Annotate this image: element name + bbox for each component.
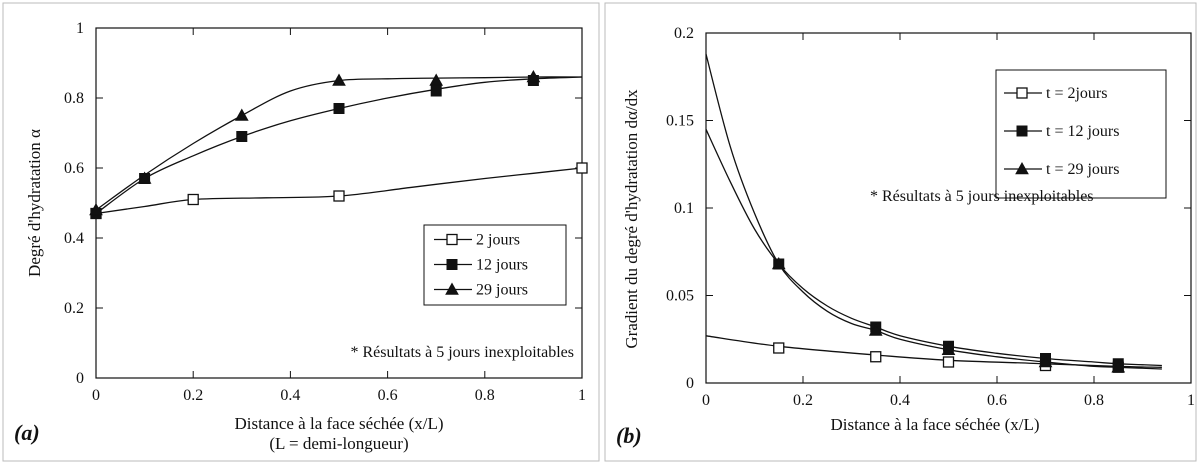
legend-marker	[445, 282, 459, 295]
y-ticks-b: 0 0.05 0.1 0.15 0.2	[666, 25, 1191, 392]
legend-entry: t = 29 jours	[1004, 161, 1119, 178]
x-tick-label: 1	[1187, 392, 1195, 409]
series-b	[705, 53, 1162, 373]
chart-a: 0 0.2 0.4 0.6 0.8 1 0 0.2 0.4 0.6 0.8 1 Distance à…	[14, 20, 588, 453]
legend-label: t = 2jours	[1046, 85, 1107, 102]
legend-entry: t = 2jours	[1004, 85, 1107, 102]
chart-b: 0 0.2 0.4 0.6 0.8 1 0 0.05 0.1 0.15 0.2 Distance …	[616, 25, 1195, 448]
x-tick-label: 0.4	[280, 387, 300, 404]
panel-label-a: (a)	[14, 420, 40, 445]
legend-entry: t = 12 jours	[1004, 123, 1119, 140]
data-point	[234, 108, 249, 121]
legend-a: 2 jours 12 jours 29 jours	[423, 224, 567, 306]
legend-marker	[1015, 161, 1029, 175]
x-tick-label: 0	[92, 387, 100, 404]
x-axis-label-b: Distance à la face séchée (x/L)	[830, 415, 1039, 434]
legend-label: t = 29 jours	[1046, 161, 1119, 178]
legend-label: t = 12 jours	[1046, 123, 1119, 140]
y-tick-label: 0	[686, 375, 694, 392]
y-tick-label: 0.4	[64, 230, 84, 247]
x-ticks-a: 0 0.2 0.4 0.6 0.8 1	[92, 28, 586, 404]
data-point	[870, 351, 882, 363]
data-point	[941, 342, 956, 356]
data-point	[89, 202, 103, 216]
series-3	[705, 53, 1162, 373]
y-tick-label: 0.6	[64, 160, 84, 177]
data-point	[771, 256, 786, 270]
y-tick-label: 0.1	[674, 200, 694, 217]
data-point	[429, 73, 444, 86]
y-tick-label: 0.15	[666, 113, 694, 130]
series-line	[95, 76, 583, 211]
data-point	[430, 85, 442, 97]
legend-marker	[446, 233, 458, 246]
x-tick-label: 1	[578, 387, 586, 404]
data-point	[868, 323, 883, 336]
x-ticks-b: 0 0.2 0.4 0.6 0.8 1	[702, 33, 1195, 409]
legend-entry: 12 jours	[434, 257, 528, 274]
x-axis-label-a-secondary: (L = demi-longueur)	[269, 434, 408, 453]
data-point	[1111, 360, 1126, 373]
y-axis-label-a: Degré d'hydratation α	[25, 129, 44, 277]
legend-label: 12 jours	[476, 257, 528, 274]
x-tick-label: 0.2	[183, 387, 203, 404]
y-tick-label: 0.2	[674, 25, 694, 42]
x-tick-label: 0.6	[378, 387, 398, 404]
legend-label: 2 jours	[476, 232, 520, 249]
x-tick-label: 0.8	[1084, 392, 1104, 409]
x-tick-label: 0.2	[793, 392, 813, 409]
series-a	[89, 69, 588, 220]
panel-b-frame	[604, 2, 1197, 462]
legend-b: t = 2jours t = 12 jours t = 29 jours	[995, 69, 1167, 199]
legend-entry: 29 jours	[434, 282, 528, 299]
legend-label: 29 jours	[476, 282, 528, 299]
data-point	[137, 171, 152, 184]
panel-label-b: (b)	[616, 423, 642, 448]
y-tick-label: 1	[76, 20, 84, 37]
x-axis-label-a: Distance à la face séchée (x/L)	[234, 414, 443, 433]
y-ticks-a: 0 0.2 0.4 0.6 0.8 1	[64, 20, 582, 387]
data-point	[773, 342, 785, 354]
y-axis-label-b: Gradient du degré d'hydratation dα/dx	[622, 89, 641, 349]
data-point	[942, 356, 955, 368]
y-tick-label: 0.2	[64, 300, 84, 317]
data-point	[526, 69, 541, 83]
note-a: * Résultats à 5 jours inexploitables	[350, 344, 574, 361]
legend-entry: 2 jours	[434, 232, 520, 249]
y-tick-label: 0.8	[64, 90, 84, 107]
x-tick-label: 0	[702, 392, 710, 409]
legend-marker	[1016, 125, 1028, 137]
legend-marker	[446, 259, 458, 270]
y-tick-label: 0	[76, 370, 84, 387]
data-point	[236, 131, 248, 142]
data-point	[576, 162, 588, 174]
legend-marker	[1016, 87, 1028, 99]
data-point	[187, 193, 199, 206]
x-tick-label: 0.8	[475, 387, 495, 404]
series-1	[90, 162, 588, 220]
x-tick-label: 0.6	[987, 392, 1007, 409]
data-point	[1038, 354, 1053, 368]
series-3	[89, 69, 583, 216]
panel-a-frame	[2, 2, 600, 462]
data-point	[333, 103, 345, 114]
data-point	[332, 73, 346, 86]
note-b: * Résultats à 5 jours inexploitables	[870, 188, 1094, 205]
data-point	[333, 190, 345, 202]
x-tick-label: 0.4	[890, 392, 910, 409]
y-tick-label: 0.05	[666, 288, 694, 305]
